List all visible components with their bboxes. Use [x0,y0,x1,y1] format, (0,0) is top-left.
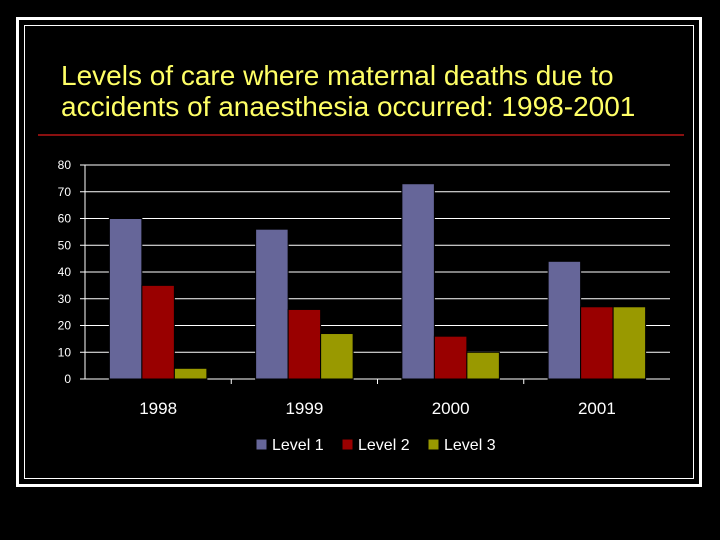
slide-outer-border [16,17,702,487]
y-tick-label: 50 [58,238,72,252]
bar-level-3-2000 [466,351,500,380]
slide-inner-border [24,25,694,479]
bar-level-2-2001 [580,306,614,380]
legend-swatch [255,438,268,451]
bar-level-2-1999 [287,308,322,380]
y-tick-label: 30 [58,292,72,306]
title-divider [38,134,684,136]
bar-level-1-2001 [547,260,582,380]
y-tick-label: 80 [58,158,72,172]
x-tick-label: 1999 [285,399,323,418]
y-tick-label: 60 [58,212,72,226]
legend-swatch [427,438,440,451]
bar-level-2-2000 [433,335,468,380]
chart-bars [108,183,647,380]
slide-title: Levels of care where maternal deaths due… [61,60,636,122]
y-tick-label: 20 [58,319,72,333]
chart-legend: Level 1 Level 2 Level 3 [255,437,496,454]
legend-swatch [341,438,354,451]
y-tick-label: 0 [64,372,71,386]
bar-level-1-2000 [401,183,435,380]
y-tick-label: 40 [58,265,72,279]
bar-level-3-1999 [320,333,354,380]
x-tick-label: 1998 [139,399,177,418]
x-tick-label: 2000 [432,399,470,418]
legend-label: Level 1 [272,437,324,454]
bar-level-3-2001 [612,306,647,380]
y-tick-label: 10 [58,345,72,359]
bar-level-2-1998 [141,284,175,380]
legend-label: Level 2 [358,437,410,454]
bar-level-3-1998 [173,367,208,380]
y-axis-tick-labels: 0 10 20 30 40 50 60 70 80 [58,158,72,386]
y-tick-label: 70 [58,185,72,199]
x-tick-label: 2001 [578,399,616,418]
bar-level-1-1999 [255,228,289,380]
bar-level-1-1998 [108,218,143,380]
x-axis-tick-labels: 1998 1999 2000 2001 [139,399,616,418]
legend-label: Level 3 [444,437,496,454]
